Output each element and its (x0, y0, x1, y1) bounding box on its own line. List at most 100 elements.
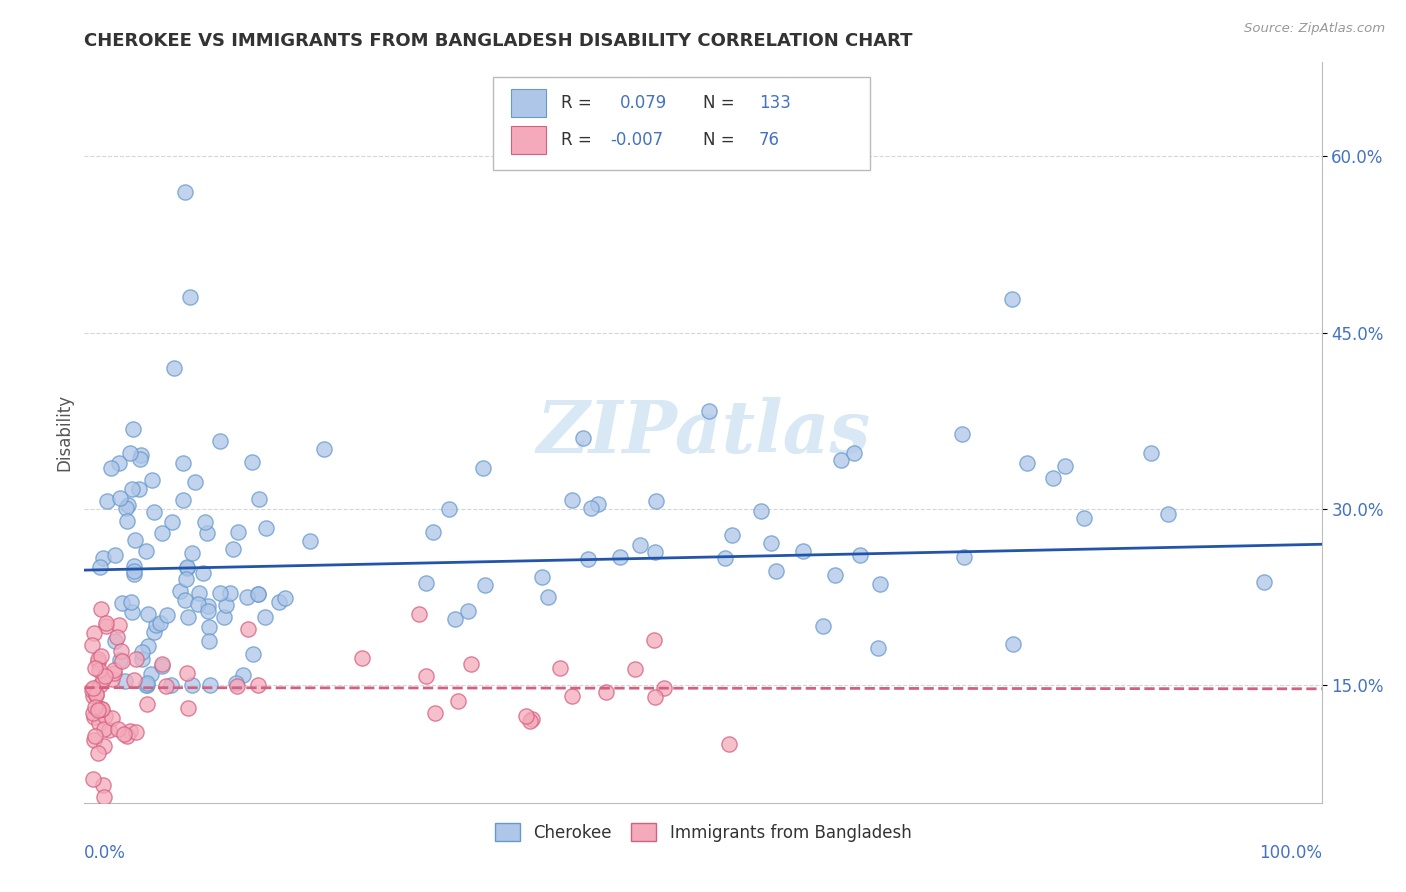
Point (194, 515, 217, 529)
Point (125, 652, 148, 666)
Point (82, 689, 104, 703)
Point (561, 689, 583, 703)
Point (176, 665, 198, 680)
Point (120, 594, 142, 608)
Point (143, 505, 166, 519)
Point (98, 723, 121, 737)
Point (1157, 507, 1180, 521)
Point (697, 403, 720, 417)
Point (444, 612, 467, 626)
Text: R =: R = (561, 131, 592, 149)
Point (89, 678, 111, 692)
Point (82, 706, 104, 720)
Point (423, 706, 446, 720)
Point (811, 618, 834, 632)
Point (87, 663, 110, 677)
Point (120, 446, 142, 460)
Point (226, 679, 249, 693)
Point (83, 700, 105, 714)
Point (644, 545, 666, 559)
Point (152, 659, 174, 673)
Point (408, 607, 430, 621)
Point (1017, 456, 1039, 470)
Point (111, 654, 134, 668)
Point (236, 590, 259, 604)
Point (515, 709, 537, 723)
Point (269, 594, 291, 608)
Point (824, 568, 846, 582)
Point (1054, 458, 1077, 473)
Point (609, 550, 631, 565)
Point (849, 549, 872, 563)
Point (197, 599, 219, 613)
Point (131, 652, 153, 666)
Point (643, 632, 665, 647)
Point (314, 442, 336, 457)
Text: R =: R = (561, 95, 592, 112)
Point (100, 711, 122, 725)
Point (108, 456, 131, 470)
Point (415, 669, 437, 683)
Point (128, 482, 150, 496)
Point (561, 493, 583, 508)
Point (422, 524, 444, 539)
Point (87, 652, 110, 666)
Point (160, 515, 183, 529)
Point (122, 564, 145, 578)
Point (150, 526, 173, 541)
Point (86, 703, 108, 717)
Point (160, 678, 183, 692)
Point (114, 673, 136, 688)
Point (136, 676, 159, 690)
FancyBboxPatch shape (492, 78, 870, 169)
Point (179, 290, 201, 304)
Point (152, 657, 174, 672)
Point (242, 648, 264, 662)
Point (749, 503, 772, 517)
Point (195, 526, 218, 541)
Point (254, 609, 277, 624)
Point (110, 653, 132, 667)
Point (83, 710, 105, 724)
Point (1042, 471, 1064, 485)
Point (125, 725, 148, 739)
Point (121, 482, 143, 496)
Point (84, 687, 107, 701)
Point (176, 561, 198, 575)
Point (135, 678, 157, 692)
Point (90, 602, 112, 616)
Point (129, 448, 152, 462)
Point (218, 586, 240, 600)
Point (96, 616, 118, 631)
Point (571, 431, 593, 445)
Point (472, 461, 495, 475)
Point (645, 494, 668, 508)
Point (131, 644, 153, 658)
Point (82, 682, 104, 697)
Point (474, 578, 496, 592)
Point (93, 789, 115, 804)
Text: 100.0%: 100.0% (1258, 844, 1322, 862)
Point (193, 566, 215, 580)
Point (623, 662, 645, 676)
Point (576, 552, 599, 566)
Point (1002, 637, 1025, 651)
Point (90, 701, 112, 715)
Point (721, 528, 744, 542)
Point (124, 673, 146, 687)
Point (222, 542, 245, 557)
Text: 0.079: 0.079 (620, 95, 668, 112)
Point (105, 631, 128, 645)
Point (212, 610, 235, 624)
Point (90, 702, 112, 716)
Point (122, 422, 145, 436)
Point (156, 607, 179, 622)
Point (765, 565, 787, 579)
Point (89, 560, 111, 574)
Point (298, 533, 321, 548)
Point (82, 681, 104, 695)
Point (155, 679, 177, 693)
Point (96, 494, 118, 508)
Point (226, 525, 249, 540)
Point (531, 570, 554, 584)
